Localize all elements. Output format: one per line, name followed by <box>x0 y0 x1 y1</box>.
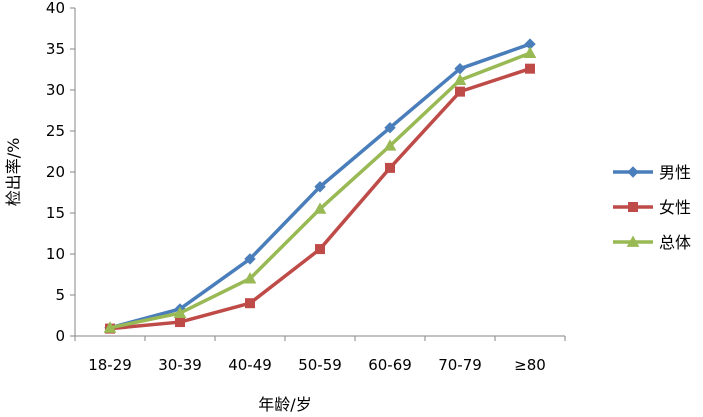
data-point <box>383 139 397 151</box>
data-point <box>173 306 187 318</box>
legend-item-2: 女性 <box>613 198 691 217</box>
x-tick-label: 40-49 <box>228 356 272 374</box>
x-tick-label: 50-59 <box>298 356 342 374</box>
series-1 <box>104 38 536 334</box>
data-point <box>103 321 117 333</box>
legend-label: 女性 <box>659 198 691 217</box>
y-tick-label: 35 <box>46 40 65 58</box>
legend-marker <box>627 166 639 178</box>
x-tick-label: 18-29 <box>88 356 132 374</box>
legend-label: 总体 <box>659 233 691 252</box>
data-point <box>453 73 467 86</box>
y-tick-label: 10 <box>46 245 65 263</box>
y-tick-label: 30 <box>46 81 65 99</box>
x-tick-label: 60-69 <box>368 356 412 374</box>
legend-item-1: 男性 <box>613 163 691 182</box>
legend-label: 男性 <box>659 163 691 182</box>
x-tick-label: 30-39 <box>158 356 202 374</box>
series-2 <box>105 63 535 334</box>
data-point <box>243 272 257 284</box>
y-tick-label: 0 <box>55 327 65 345</box>
x-axis-label: 年龄/岁 <box>258 395 311 414</box>
data-point <box>525 63 535 74</box>
data-point <box>384 122 396 134</box>
series-line <box>109 67 531 331</box>
legend-marker <box>626 235 640 247</box>
legend-item-3: 总体 <box>613 233 691 252</box>
data-point <box>315 244 325 255</box>
data-point <box>523 46 537 58</box>
series-3 <box>103 46 537 333</box>
series-group <box>103 38 537 334</box>
y-tick-label: 5 <box>55 286 65 304</box>
y-axis-label: 检出率/% <box>4 138 23 207</box>
x-axis-ticks: 18-29 30-39 40-49 50-59 60-69 70-79 ≥80 <box>74 336 566 374</box>
y-tick-label: 15 <box>46 204 65 222</box>
data-point <box>314 181 326 193</box>
x-tick-label: ≥80 <box>514 356 546 374</box>
y-tick-label: 40 <box>46 0 65 17</box>
data-point <box>385 162 395 173</box>
x-tick-label: 70-79 <box>438 356 482 374</box>
legend-marker <box>628 202 638 212</box>
data-point <box>455 86 465 97</box>
y-axis-ticks: 0 5 10 15 20 25 30 35 40 <box>46 0 75 345</box>
data-point <box>244 253 256 265</box>
data-point <box>245 298 255 309</box>
data-point <box>313 202 327 214</box>
y-tick-label: 20 <box>46 163 65 181</box>
data-point <box>175 317 185 328</box>
y-tick-label: 25 <box>46 122 65 140</box>
